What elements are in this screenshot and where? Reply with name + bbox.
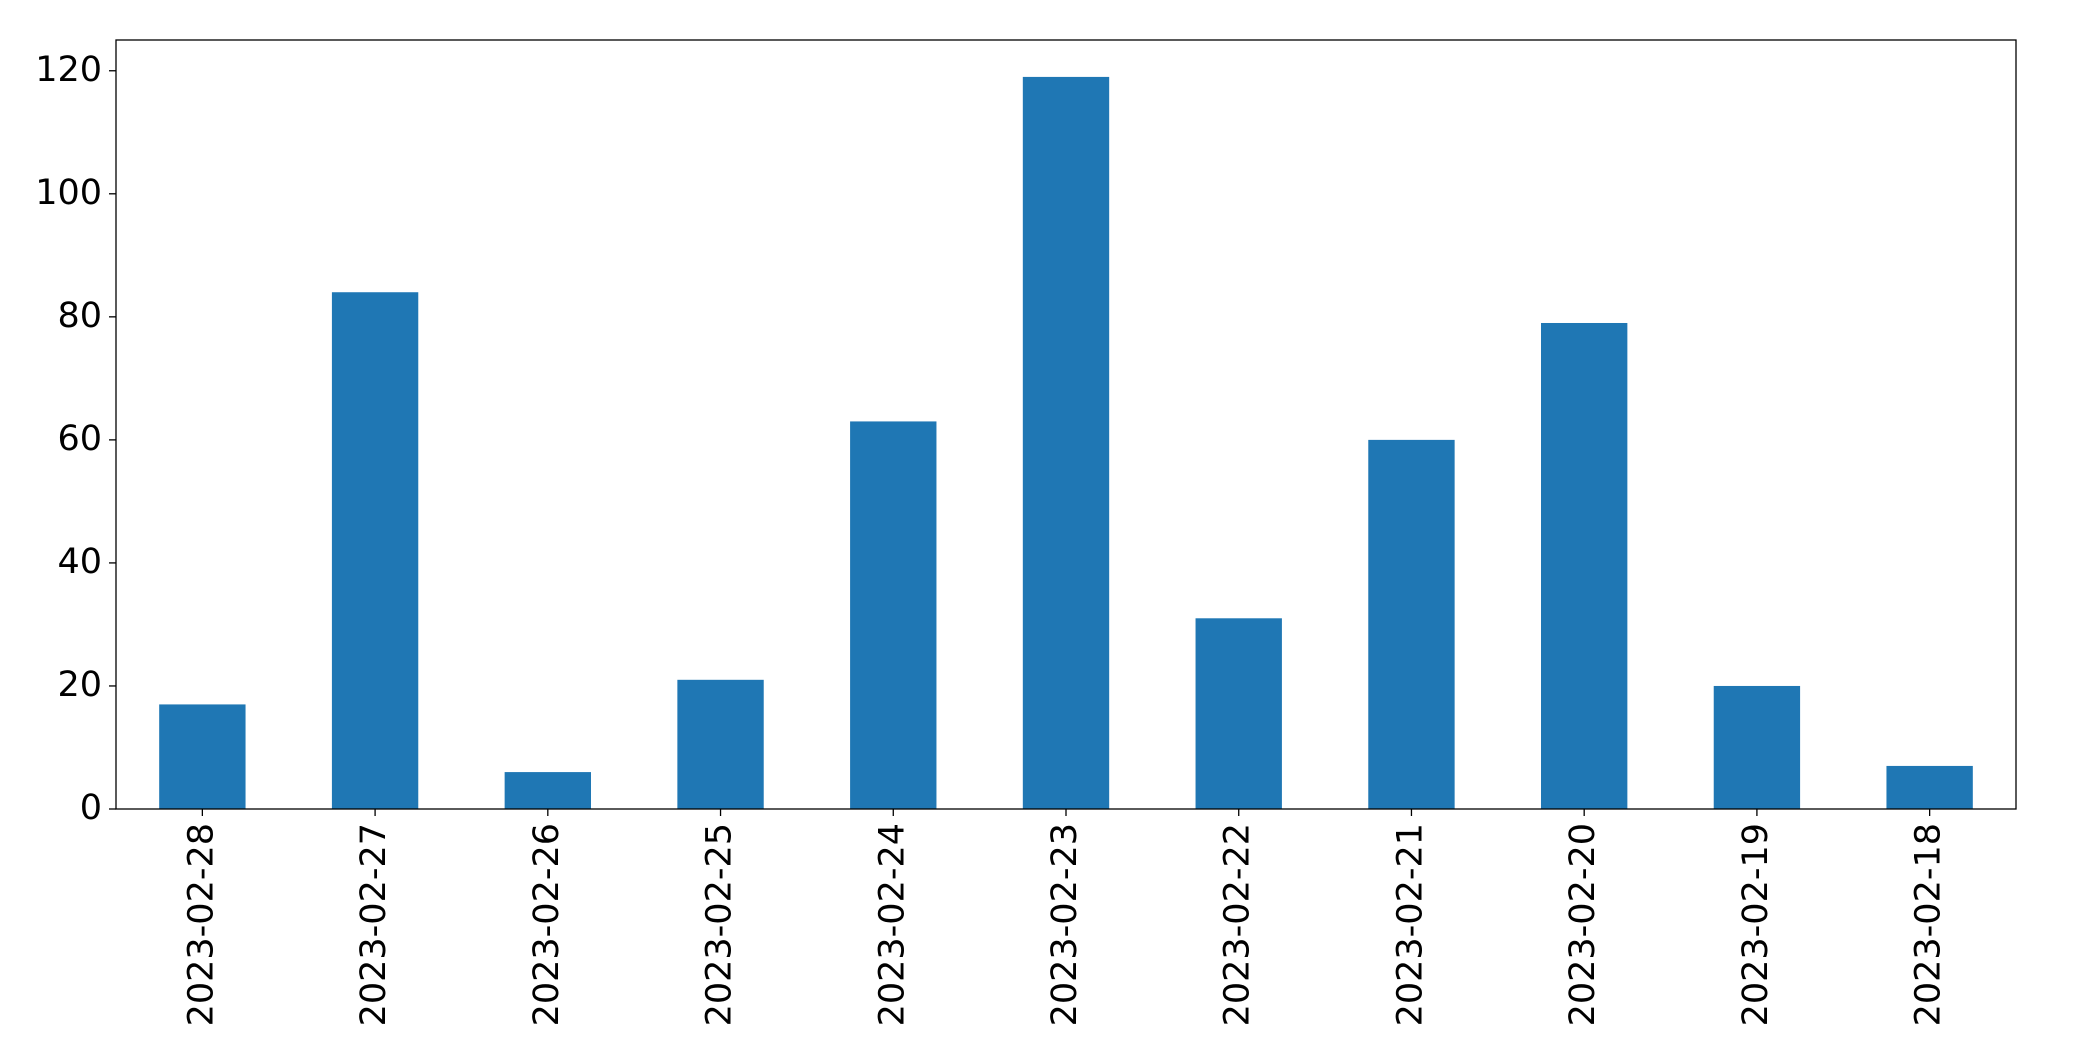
y-tick-label: 40 [57,542,102,582]
x-tick-label: 2023-02-24 [872,823,912,1026]
bar [677,679,764,809]
bar [1368,439,1455,809]
x-tick-label: 2023-02-20 [1563,823,1603,1026]
x-tick-label: 2023-02-22 [1218,823,1258,1026]
bar [1195,618,1282,809]
bar [1713,685,1801,809]
y-tick-label: 0 [80,788,102,828]
y-tick-label: 120 [35,50,102,90]
y-tick-label: 100 [35,173,102,213]
x-tick-label: 2023-02-27 [354,823,394,1026]
y-tick-label: 80 [57,296,102,336]
bar [504,772,591,809]
axes-frame [115,39,2017,810]
bar [331,292,419,809]
x-tick-label: 2023-02-26 [527,823,567,1026]
bar [850,421,937,809]
bar [1541,322,1628,809]
x-tick-label: 2023-02-21 [1390,823,1430,1026]
x-tick-label: 2023-02-19 [1736,823,1776,1026]
x-tick-label: 2023-02-25 [700,823,740,1026]
x-tick-label: 2023-02-23 [1045,823,1085,1026]
y-tick-label: 20 [57,665,102,705]
bar [159,704,246,809]
x-tick-label: 2023-02-28 [181,823,221,1026]
bar [1022,76,1110,810]
x-tick-label: 2023-02-18 [1909,823,1949,1026]
bar [1886,765,1973,809]
y-tick-label: 60 [57,419,102,459]
